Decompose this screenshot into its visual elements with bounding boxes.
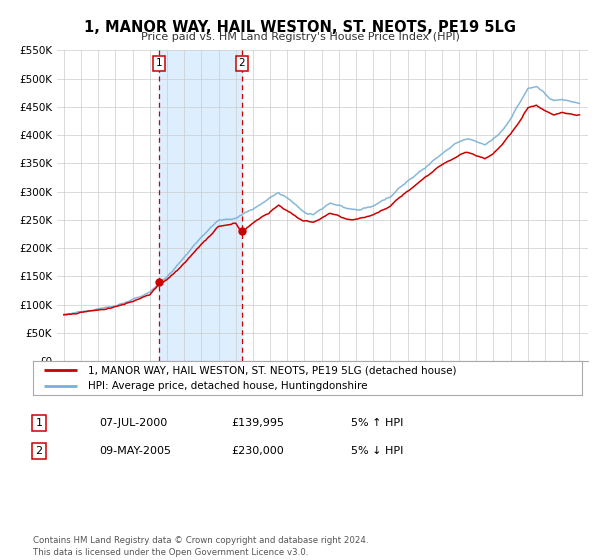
Text: 1, MANOR WAY, HAIL WESTON, ST. NEOTS, PE19 5LG: 1, MANOR WAY, HAIL WESTON, ST. NEOTS, PE…: [84, 20, 516, 35]
Text: £230,000: £230,000: [231, 446, 284, 456]
Text: 1: 1: [156, 58, 163, 68]
Text: 2: 2: [239, 58, 245, 68]
Text: 2: 2: [35, 446, 43, 456]
Text: HPI: Average price, detached house, Huntingdonshire: HPI: Average price, detached house, Hunt…: [88, 381, 367, 391]
Text: 5% ↑ HPI: 5% ↑ HPI: [351, 418, 403, 428]
Text: 5% ↓ HPI: 5% ↓ HPI: [351, 446, 403, 456]
Text: 1: 1: [35, 418, 43, 428]
Text: Contains HM Land Registry data © Crown copyright and database right 2024.
This d: Contains HM Land Registry data © Crown c…: [33, 536, 368, 557]
Bar: [159, 50, 242, 361]
Text: 07-JUL-2000: 07-JUL-2000: [99, 418, 167, 428]
Text: 09-MAY-2005: 09-MAY-2005: [99, 446, 171, 456]
Text: Price paid vs. HM Land Registry's House Price Index (HPI): Price paid vs. HM Land Registry's House …: [140, 32, 460, 42]
Text: £139,995: £139,995: [231, 418, 284, 428]
Text: 1, MANOR WAY, HAIL WESTON, ST. NEOTS, PE19 5LG (detached house): 1, MANOR WAY, HAIL WESTON, ST. NEOTS, PE…: [88, 365, 457, 375]
